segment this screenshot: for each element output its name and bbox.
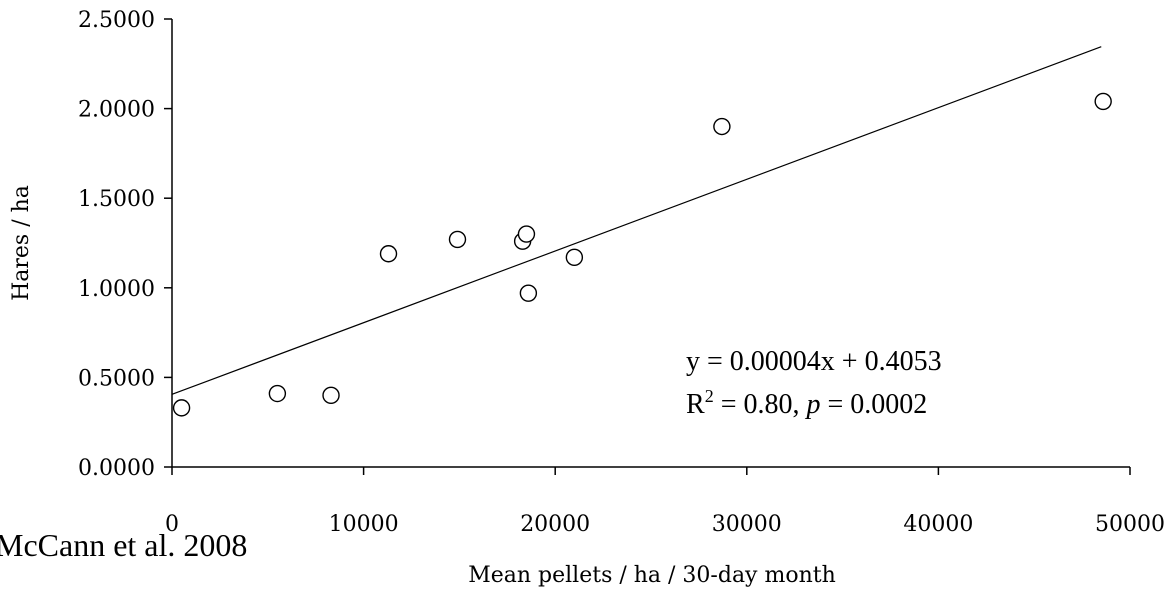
p-value: = 0.0002 bbox=[820, 389, 927, 420]
data-points bbox=[172, 92, 1112, 417]
y-tick-label: 0.0000 bbox=[78, 456, 155, 481]
y-tick-label: 2.5000 bbox=[78, 8, 155, 33]
data-point bbox=[517, 225, 536, 243]
data-point bbox=[172, 399, 191, 417]
y-tick-label: 1.5000 bbox=[78, 187, 155, 212]
x-tick-label: 40000 bbox=[903, 512, 973, 537]
data-point bbox=[379, 245, 398, 263]
r-squared-value: = 0.80, bbox=[714, 389, 807, 420]
p-symbol: p bbox=[804, 389, 820, 420]
x-tick-label: 0 bbox=[165, 512, 179, 537]
x-tick-label: 20000 bbox=[520, 512, 590, 537]
trend-line bbox=[171, 46, 1102, 395]
y-axis-title: Hares / ha bbox=[9, 185, 34, 301]
regression-equation: y = 0.00004x + 0.4053 bbox=[686, 346, 942, 377]
y-tick-label: 1.0000 bbox=[78, 277, 155, 302]
r-superscript: 2 bbox=[705, 386, 714, 406]
data-point bbox=[565, 248, 584, 267]
x-axis-ticks: 0 10000 20000 30000 40000 50000 bbox=[165, 467, 1165, 537]
r-symbol: R bbox=[686, 389, 705, 420]
y-axis-ticks: 0.0000 0.5000 1.0000 1.5000 2.0000 2.5000 bbox=[78, 8, 172, 481]
x-tick-label: 10000 bbox=[329, 512, 399, 537]
data-point bbox=[1094, 92, 1112, 111]
x-tick-label: 50000 bbox=[1095, 512, 1165, 537]
x-axis-title: Mean pellets / ha / 30-day month bbox=[468, 563, 836, 588]
y-tick-label: 0.5000 bbox=[78, 366, 155, 391]
plot-area: 0.0000 0.5000 1.0000 1.5000 2.0000 2.5000 0 10… bbox=[78, 8, 1165, 537]
x-tick-label: 30000 bbox=[712, 512, 782, 537]
data-point bbox=[268, 384, 287, 403]
source-credit: McCann et al. 2008 bbox=[0, 527, 247, 563]
data-point bbox=[322, 386, 340, 405]
data-point bbox=[713, 117, 731, 136]
y-tick-label: 2.0000 bbox=[78, 98, 155, 123]
data-point bbox=[519, 284, 538, 302]
r-squared-label: R2 = 0.80, p = 0.0002 bbox=[686, 386, 927, 420]
data-point bbox=[448, 230, 467, 249]
